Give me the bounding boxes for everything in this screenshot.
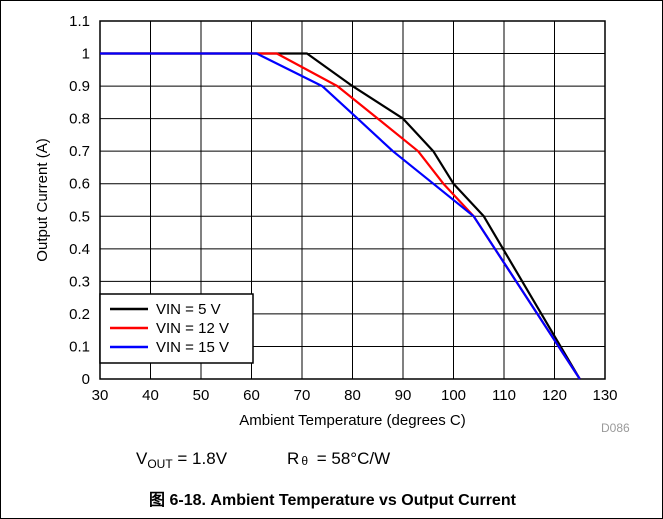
y-tick-label: 1 bbox=[82, 46, 90, 63]
x-tick-label: 120 bbox=[542, 387, 567, 404]
x-tick-label: 40 bbox=[142, 387, 159, 404]
legend-label: VIN = 12 V bbox=[156, 320, 229, 337]
x-tick-label: 110 bbox=[492, 387, 516, 404]
figure-caption: 图 6-18. Ambient Temperature vs Output Cu… bbox=[149, 492, 516, 509]
y-tick-label: 0.9 bbox=[69, 78, 90, 95]
rtheta-subscript: θ bbox=[301, 454, 309, 468]
legend-label: VIN = 5 V bbox=[156, 301, 221, 318]
y-tick-label: 0.5 bbox=[69, 208, 90, 225]
x-tick-label: 100 bbox=[441, 387, 466, 404]
x-tick-label: 90 bbox=[395, 387, 412, 404]
figure-id: D086 bbox=[601, 421, 630, 435]
rtheta-value: = 58°C/W bbox=[312, 449, 391, 468]
y-tick-label: 0.7 bbox=[69, 143, 90, 160]
y-tick-label: 0.2 bbox=[69, 306, 90, 323]
x-tick-label: 30 bbox=[92, 387, 109, 404]
vout-subscript: OUT bbox=[147, 457, 173, 471]
y-tick-label: 0.4 bbox=[69, 241, 90, 258]
x-tick-label: 80 bbox=[344, 387, 361, 404]
x-tick-label: 130 bbox=[592, 387, 617, 404]
legend-box bbox=[99, 293, 254, 364]
x-tick-label: 50 bbox=[193, 387, 210, 404]
x-tick-label: 60 bbox=[243, 387, 260, 404]
vout-value: = 1.8V bbox=[172, 449, 228, 468]
vout-symbol: V bbox=[136, 449, 148, 468]
y-tick-label: 0.6 bbox=[69, 176, 90, 193]
y-tick-label: 0.1 bbox=[69, 338, 90, 355]
series-line bbox=[100, 52, 581, 380]
legend-label: VIN = 15 V bbox=[156, 339, 229, 356]
x-axis-label: Ambient Temperature (degrees C) bbox=[239, 412, 466, 429]
y-tick-label: 0.3 bbox=[69, 273, 90, 290]
y-tick-label: 0 bbox=[82, 371, 90, 388]
y-axis-label: Output Current (A) bbox=[34, 138, 51, 261]
line-chart: 30 40 50 60 70 80 90 100 110 120 130 0 0.1 0.2 0.3 0.4 0… bbox=[34, 13, 618, 429]
y-tick-label: 0.8 bbox=[69, 111, 90, 128]
rtheta-symbol: R bbox=[287, 449, 300, 468]
plot-area bbox=[99, 20, 606, 380]
series-line bbox=[100, 52, 581, 380]
y-tick-label: 1.1 bbox=[69, 13, 90, 30]
x-tick-label: 70 bbox=[294, 387, 311, 404]
